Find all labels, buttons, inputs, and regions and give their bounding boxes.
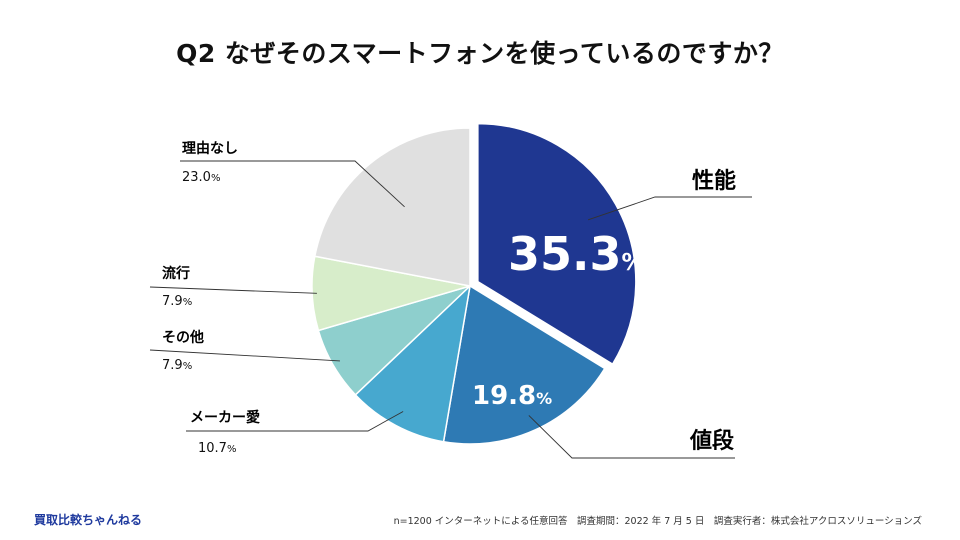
leader-line-2 [186,411,404,432]
pie-slice-0 [477,122,637,366]
label-value-0: 35.3% [508,227,645,281]
leader-line-0 [587,196,752,221]
brand-logo-text: 買取比較ちゃんねる [34,513,143,527]
slice-labels: 性能 35.3% 値段 19.8% メーカー愛 10.7% その他 7.9% 流行 7.9% 理由な… [162,140,736,456]
label-name-0: 性能 [692,168,736,194]
chart-title: Q2 なぜそのスマートフォンを使っているのですか？ [176,39,784,68]
label-value-2: 10.7% [198,441,236,456]
label-name-4: 流行 [162,265,190,282]
label-name-3: その他 [162,329,204,346]
label-value-4: 7.9% [162,294,192,309]
label-value-5: 23.0% [182,170,220,185]
pie-slices [311,122,637,445]
survey-footnote: n=1200 インターネットによる任意回答 調査期間：2022 年 7 月 5 … [393,516,922,527]
pie-slice-1 [442,284,606,445]
pie-slice-5 [313,127,471,287]
label-value-3: 7.9% [162,358,192,373]
label-name-2: メーカー愛 [190,409,260,426]
leader-line-5 [180,160,405,208]
leader-line-1 [528,415,735,459]
leader-line-4 [149,286,317,294]
label-name-5: 理由なし [182,140,238,157]
leader-lines [149,160,752,459]
label-value-1: 19.8% [472,381,552,411]
pie-slice-2 [354,283,472,443]
leader-line-3 [149,349,340,362]
label-name-1: 値段 [689,428,734,454]
